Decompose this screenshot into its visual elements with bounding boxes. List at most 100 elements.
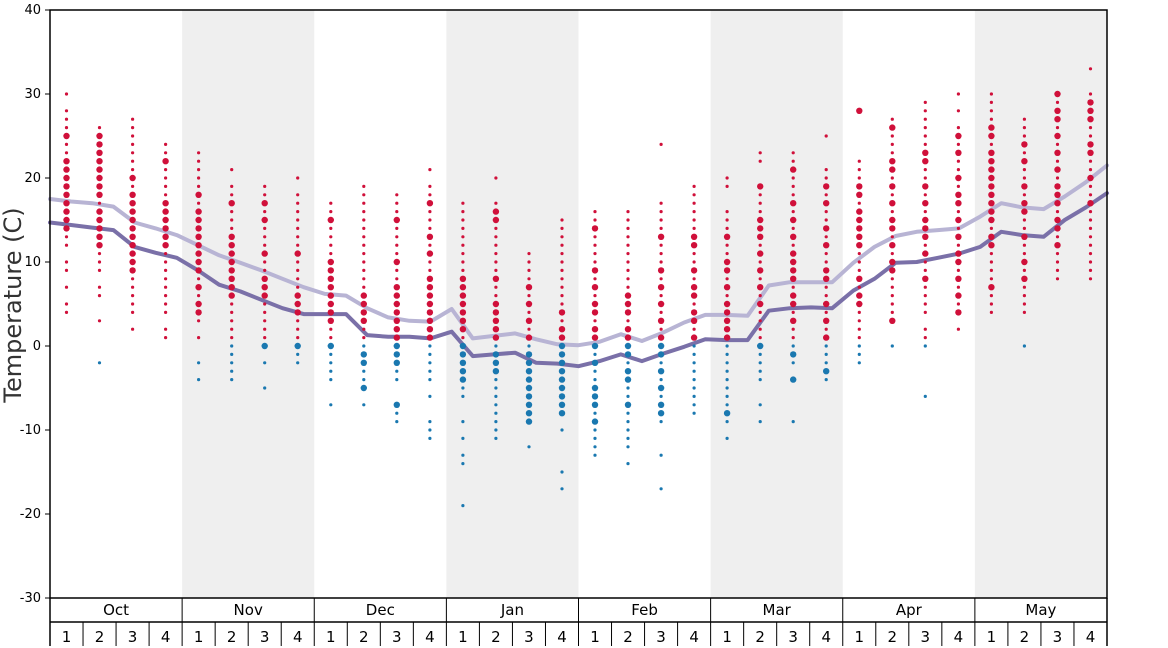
temp-dot: [494, 252, 498, 256]
temp-dot: [923, 327, 927, 331]
temp-dot: [395, 277, 399, 281]
temp-dot: [131, 327, 135, 331]
temp-dot: [659, 361, 663, 365]
temp-dot: [692, 378, 696, 382]
temp-dot: [790, 200, 797, 207]
week-label: 3: [921, 628, 931, 646]
temp-dot: [725, 344, 729, 348]
temp-dot: [723, 233, 731, 240]
temp-dot: [97, 252, 102, 256]
temp-dot: [393, 359, 400, 366]
temp-dot: [525, 410, 533, 417]
temp-dot: [988, 183, 995, 190]
temp-dot: [723, 334, 731, 341]
temp-dot: [525, 359, 533, 366]
temp-dot: [494, 235, 498, 239]
temp-dot: [692, 277, 696, 281]
temp-dot: [725, 394, 729, 398]
y-tick-label: -30: [20, 591, 41, 606]
temp-dot: [230, 302, 234, 306]
temp-dot: [162, 242, 169, 249]
temp-dot: [263, 319, 267, 323]
temp-dot: [1088, 235, 1093, 239]
temp-dot: [426, 292, 434, 299]
temp-dot: [1087, 141, 1094, 148]
temp-dot: [63, 208, 70, 215]
temp-dot: [690, 317, 698, 324]
temp-dot: [1055, 176, 1060, 180]
temp-dot: [195, 208, 202, 215]
y-tick-label: 40: [24, 3, 41, 18]
temp-dot: [527, 260, 531, 264]
temp-dot: [725, 369, 729, 373]
y-tick-label: 10: [24, 255, 41, 270]
temp-dot: [591, 418, 599, 425]
temp-dot: [461, 252, 465, 256]
temp-dot: [988, 208, 995, 215]
temp-dot: [659, 210, 663, 214]
temp-dot: [1087, 174, 1094, 182]
week-label: 3: [392, 628, 402, 646]
temp-dot: [624, 334, 632, 341]
temp-dot: [327, 300, 334, 308]
temp-dot: [461, 504, 465, 508]
temp-dot: [428, 226, 432, 230]
temp-dot: [922, 225, 929, 232]
temp-dot: [626, 411, 630, 415]
temp-dot: [327, 309, 334, 316]
temp-dot: [494, 436, 498, 440]
temp-dot: [162, 200, 169, 207]
temp-dot: [296, 243, 300, 247]
temp-dot: [659, 394, 663, 398]
temp-dot: [558, 334, 566, 341]
temp-dot: [294, 292, 301, 299]
temp-dot: [1021, 158, 1028, 165]
temp-dot: [591, 326, 599, 333]
temp-dot: [1054, 216, 1061, 224]
temp-dot: [362, 243, 366, 247]
temp-dot: [659, 252, 663, 256]
temp-dot: [527, 252, 531, 256]
temp-dot: [230, 369, 234, 373]
temp-dot: [197, 151, 201, 155]
temp-dot: [1087, 99, 1094, 106]
temp-dot: [1088, 193, 1093, 197]
temp-dot: [64, 142, 69, 146]
temp-dot: [856, 275, 863, 282]
temp-dot: [360, 317, 367, 324]
temp-dot: [558, 309, 566, 316]
temp-dot: [988, 124, 995, 131]
temp-dot: [362, 201, 366, 205]
temp-dot: [890, 176, 894, 180]
temp-dot: [824, 176, 828, 180]
temp-dot: [692, 327, 696, 331]
temp-dot: [659, 260, 663, 264]
temp-dot: [856, 216, 863, 224]
temp-dot: [362, 336, 366, 340]
temp-dot: [494, 260, 498, 264]
temp-dot: [757, 233, 764, 240]
temp-dot: [362, 344, 366, 348]
temp-dot: [525, 300, 533, 308]
temp-dot: [657, 351, 665, 358]
temp-dot: [593, 319, 597, 323]
temp-dot: [791, 336, 795, 340]
temp-dot: [560, 428, 564, 432]
temp-dot: [690, 267, 698, 274]
temp-dot: [426, 317, 434, 324]
temp-dot: [624, 326, 632, 333]
temp-dot: [129, 208, 136, 215]
temp-dot: [393, 401, 400, 408]
temp-dot: [791, 176, 795, 180]
temp-dot: [63, 183, 70, 190]
y-tick-label: 30: [24, 87, 41, 102]
temp-dot: [558, 359, 566, 366]
temp-dot: [626, 226, 630, 230]
temp-dot: [294, 309, 301, 316]
temp-dot: [692, 344, 696, 348]
week-label: 1: [62, 628, 72, 646]
temp-dot: [230, 378, 234, 382]
temp-dot: [64, 151, 69, 155]
temp-dot: [725, 294, 729, 298]
